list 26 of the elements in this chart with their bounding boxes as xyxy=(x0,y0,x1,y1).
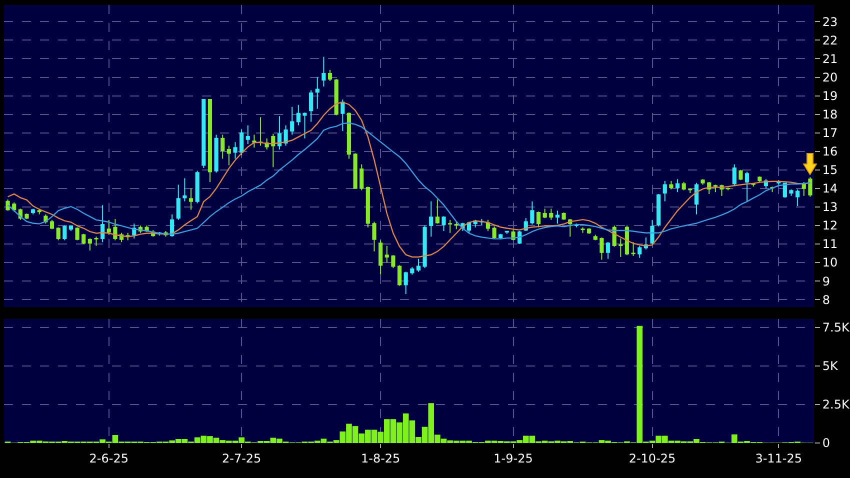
x-tick-label: 2-6-25 xyxy=(89,451,128,466)
y-tick-label: 2.5K xyxy=(822,398,850,412)
x-tick-label: 2-10-25 xyxy=(628,451,676,466)
y-tick-label: 12 xyxy=(822,218,838,233)
y-tick-label: 10 xyxy=(822,256,838,270)
y-tick-label: 19 xyxy=(822,88,838,103)
y-tick-label: 15 xyxy=(822,163,838,178)
y-tick-label: 14 xyxy=(822,182,838,196)
y-tick-label: 22 xyxy=(822,33,838,48)
y-tick-label: 23 xyxy=(822,14,838,29)
x-tick-label: 2-7-25 xyxy=(222,451,262,466)
y-tick-label: 7.5K xyxy=(822,320,850,335)
x-tick-label: 1-9-25 xyxy=(494,451,533,466)
y-tick-label: 0 xyxy=(822,436,830,450)
y-tick-label: 5K xyxy=(822,359,840,374)
y-tick-label: 13 xyxy=(822,200,838,214)
y-tick-label: 9 xyxy=(822,274,830,288)
y-tick-label: 20 xyxy=(822,70,838,84)
y-tick-label: 18 xyxy=(822,108,838,122)
x-tick-label: 1-8-25 xyxy=(360,451,400,466)
y-tick-label: 8 xyxy=(822,292,830,307)
y-tick-label: 21 xyxy=(822,52,838,66)
x-tick-label: 3-11-25 xyxy=(755,451,802,466)
y-tick-label: 16 xyxy=(822,144,838,159)
y-tick-label: 17 xyxy=(822,126,838,140)
y-tick-label: 11 xyxy=(822,237,838,252)
